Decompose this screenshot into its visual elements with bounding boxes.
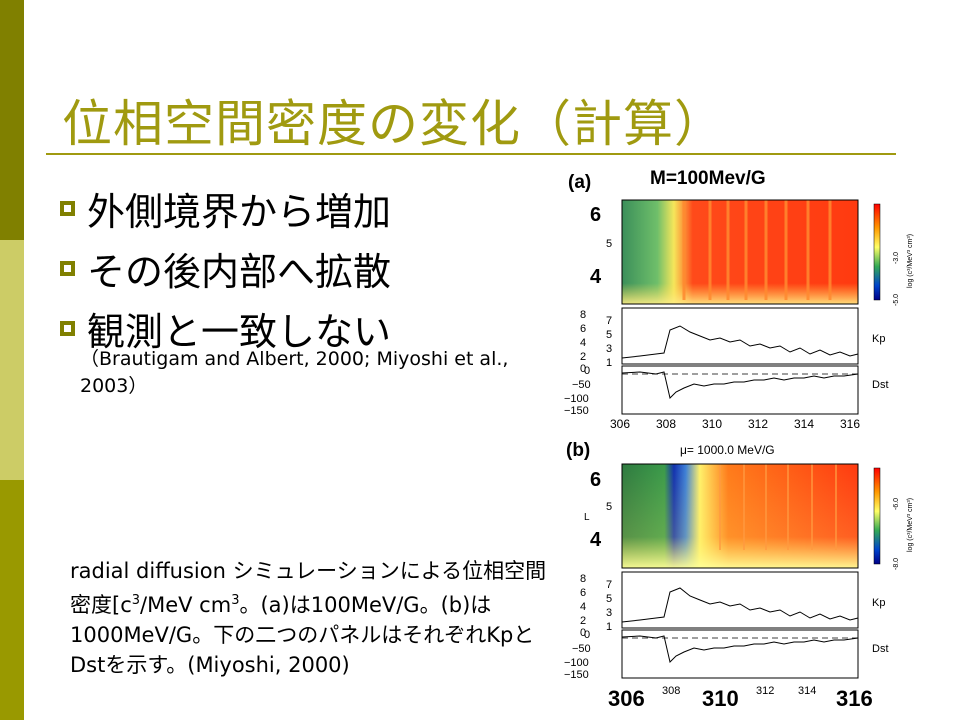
panel-b-kp-tick: 4 (580, 601, 586, 613)
panel-b-x-tick-small: 312 (756, 685, 774, 697)
square-bullet-icon (60, 320, 75, 336)
panel-a-x-tick: 316 (840, 417, 860, 431)
panel-a-x-tick: 310 (702, 417, 722, 431)
panel-b-kp-tick: 6 (580, 587, 586, 599)
slide-title: 位相空間密度の変化（計算） (62, 95, 725, 153)
square-bullet-icon (60, 260, 75, 276)
panel-b-kp-tick-right: 1 (606, 621, 612, 633)
panel-a-kp-tick-right: 7 (606, 315, 612, 327)
side-bar-top (0, 0, 24, 240)
panel-b-y-axis-label: L (584, 512, 590, 523)
panel-a-x-tick: 314 (794, 417, 814, 431)
panel-a-kp-tick-right: 1 (606, 357, 612, 369)
panel-b-colorbar (873, 467, 881, 565)
panel-a-kp-tick: 8 (580, 309, 586, 321)
panel-b-kp-tick: 8 (580, 573, 586, 585)
panel-b-dst-tick: −100 (564, 657, 589, 669)
panel-a-y-tick-4: 4 (590, 266, 602, 288)
panel-a-kp-tick: 2 (580, 351, 586, 363)
panel-b-dst-tick: 0 (584, 629, 590, 641)
panel-a-header: M=100Mev/G (650, 168, 766, 189)
title-underline (46, 153, 896, 155)
panel-a-dst-tick: 0 (584, 365, 590, 377)
panel-a-dst-tick: −100 (564, 393, 589, 405)
bullet-item: 外側境界から増加 (58, 178, 558, 238)
panel-a-y-tick-5: 5 (606, 238, 612, 250)
panel-b-dst-label: Dst (872, 643, 889, 655)
panel-a-kp-tick: 4 (580, 337, 586, 349)
panel-b-x-tick-big: 310 (702, 686, 739, 711)
panel-a-dst-panel (621, 365, 859, 415)
panel-a-colorbar-tick-bottom: -5.0 (893, 294, 900, 306)
panel-b-y-tick-4: 4 (590, 529, 602, 551)
panel-a-kp-tick-right: 3 (606, 343, 612, 355)
panel-b-colorbar-tick-bottom: -8.0 (893, 558, 900, 570)
panel-b-dst-panel (621, 629, 859, 679)
citation: （Brautigam and Albert, 2000; Miyoshi et … (80, 348, 509, 397)
bullet-item: 観測と一致しない (58, 298, 558, 358)
bullet-text: 観測と一致しない (87, 309, 392, 354)
panel-a-x-tick: 312 (748, 417, 768, 431)
side-bar-middle (0, 240, 24, 480)
panel-b-kp-panel (621, 571, 859, 629)
panel-a-colorbar-label: log (c³/MeV³ cm³) (907, 234, 914, 288)
panel-a-kp-panel (621, 307, 859, 365)
panel-b-kp-tick-right: 7 (606, 579, 612, 591)
panel-b-dst-tick: −150 (564, 669, 589, 681)
panel-b-kp-label: Kp (872, 597, 885, 609)
side-bar-bottom (0, 480, 24, 720)
figure-svg: (a) M=100Mev/G 6 5 4 -3.0 -5.0 log (564, 168, 914, 711)
panel-a-colorbar (873, 203, 881, 301)
panel-b-dst-tick: −50 (572, 643, 591, 655)
panel-a-colorbar-tick-top: -3.0 (893, 252, 900, 264)
panel-a-dst-tick: −150 (564, 405, 589, 417)
panel-b-kp-tick: 0 (580, 627, 586, 639)
figure-caption: radial diffusion シミュレーションによる位相空間密度[c3/Me… (70, 559, 547, 677)
panel-a-heatmap (621, 199, 859, 305)
panel-a-kp-tick: 6 (580, 323, 586, 335)
bullet-item: その後内部へ拡散 (58, 238, 558, 298)
panel-a-y-tick-6: 6 (590, 204, 601, 226)
panel-b-y-tick-6: 6 (590, 469, 601, 491)
panel-b-x-tick-small: 314 (798, 685, 816, 697)
panel-b-x-tick-big: 316 (836, 686, 873, 711)
panel-b-colorbar-tick-top: -6.0 (893, 498, 900, 510)
panel-b-colorbar-label: log (c³/MeV³ cm³) (907, 498, 914, 552)
panel-a-kp-label: Kp (872, 333, 885, 345)
panel-b-heatmap (621, 463, 859, 569)
panel-b-y-tick-5: 5 (606, 501, 612, 513)
panel-a-kp-tick: 0 (580, 363, 586, 375)
bullet-list: 外側境界から増加 その後内部へ拡散 観測と一致しない (58, 178, 558, 358)
panel-b-header: μ= 1000.0 MeV/G (680, 443, 775, 457)
panel-b-label: (b) (566, 440, 590, 461)
panel-a-x-tick: 306 (610, 417, 630, 431)
panel-b-kp-tick: 2 (580, 615, 586, 627)
panel-b-x-tick-big: 306 (608, 686, 645, 711)
panel-b-kp-tick-right: 3 (606, 607, 612, 619)
square-bullet-icon (60, 200, 75, 216)
panel-a-dst-tick: −50 (572, 379, 591, 391)
panel-a-dst-label: Dst (872, 379, 889, 391)
panel-a-label: (a) (568, 172, 591, 193)
panel-b-kp-tick-right: 5 (606, 593, 612, 605)
panel-a-x-tick: 308 (656, 417, 676, 431)
bullet-text: 外側境界から増加 (87, 189, 392, 234)
simulation-figure: (a) M=100Mev/G 6 5 4 -3.0 -5.0 log (560, 160, 920, 720)
bullet-text: その後内部へ拡散 (87, 249, 392, 294)
panel-b-x-tick-small: 308 (662, 685, 680, 697)
panel-a-kp-tick-right: 5 (606, 329, 612, 341)
